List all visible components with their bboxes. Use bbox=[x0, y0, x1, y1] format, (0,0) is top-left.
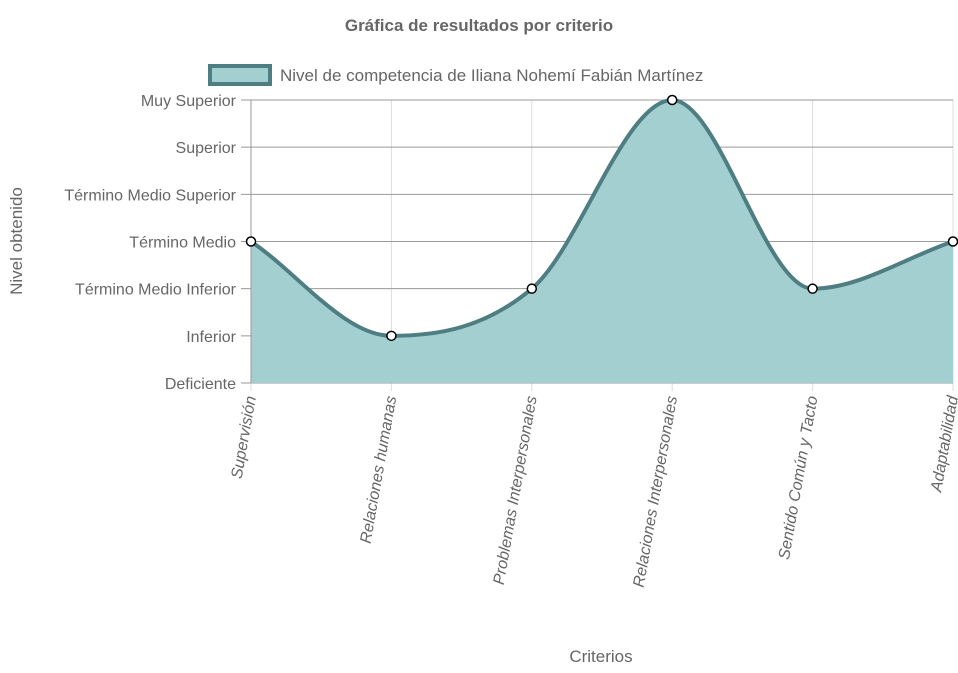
x-tick-label: Problemas Interpersonales bbox=[491, 395, 541, 586]
y-tick-label: Deficiente bbox=[165, 376, 236, 393]
legend[interactable]: Nivel de competencia de Iliana Nohemí Fa… bbox=[208, 64, 703, 86]
x-tick-label: Sentido Común y Tacto bbox=[776, 395, 822, 561]
data-point[interactable] bbox=[386, 330, 397, 342]
y-tick-label: Muy Superior bbox=[141, 93, 237, 110]
data-point[interactable] bbox=[666, 94, 678, 106]
x-tick-label: Relaciones humanas bbox=[358, 395, 401, 545]
y-axis-label: Nivel obtenido bbox=[7, 187, 26, 295]
y-tick-label: Término Medio Superior bbox=[64, 187, 236, 204]
y-tick-label: Término Medio bbox=[129, 235, 236, 252]
x-tick-label: Supervisión bbox=[229, 395, 260, 480]
y-tick-label: Inferior bbox=[186, 329, 236, 346]
x-axis-label: Criterios bbox=[569, 647, 632, 666]
y-tick-label: Término Medio Inferior bbox=[75, 282, 237, 299]
data-point[interactable] bbox=[245, 236, 257, 247]
area-fill bbox=[251, 100, 953, 383]
legend-swatch bbox=[208, 64, 272, 86]
y-tick-label: Superior bbox=[176, 140, 237, 157]
x-axis-ticks: Supervisión Relaciones humanas Problemas I… bbox=[229, 394, 958, 589]
y-axis-ticks: Deficiente Inferior Término Medio Inferior… bbox=[64, 93, 236, 393]
data-points bbox=[245, 94, 958, 342]
chart-title: Gráfica de resultados por criterio bbox=[345, 16, 613, 35]
legend-label: Nivel de competencia de Iliana Nohemí Fa… bbox=[280, 66, 703, 85]
data-point[interactable] bbox=[947, 236, 958, 247]
x-tick-label: Relaciones Interpersonales bbox=[631, 395, 681, 589]
data-point[interactable] bbox=[526, 283, 538, 294]
x-tick-label: Adaptabilidad bbox=[928, 394, 958, 495]
data-point[interactable] bbox=[807, 283, 818, 294]
